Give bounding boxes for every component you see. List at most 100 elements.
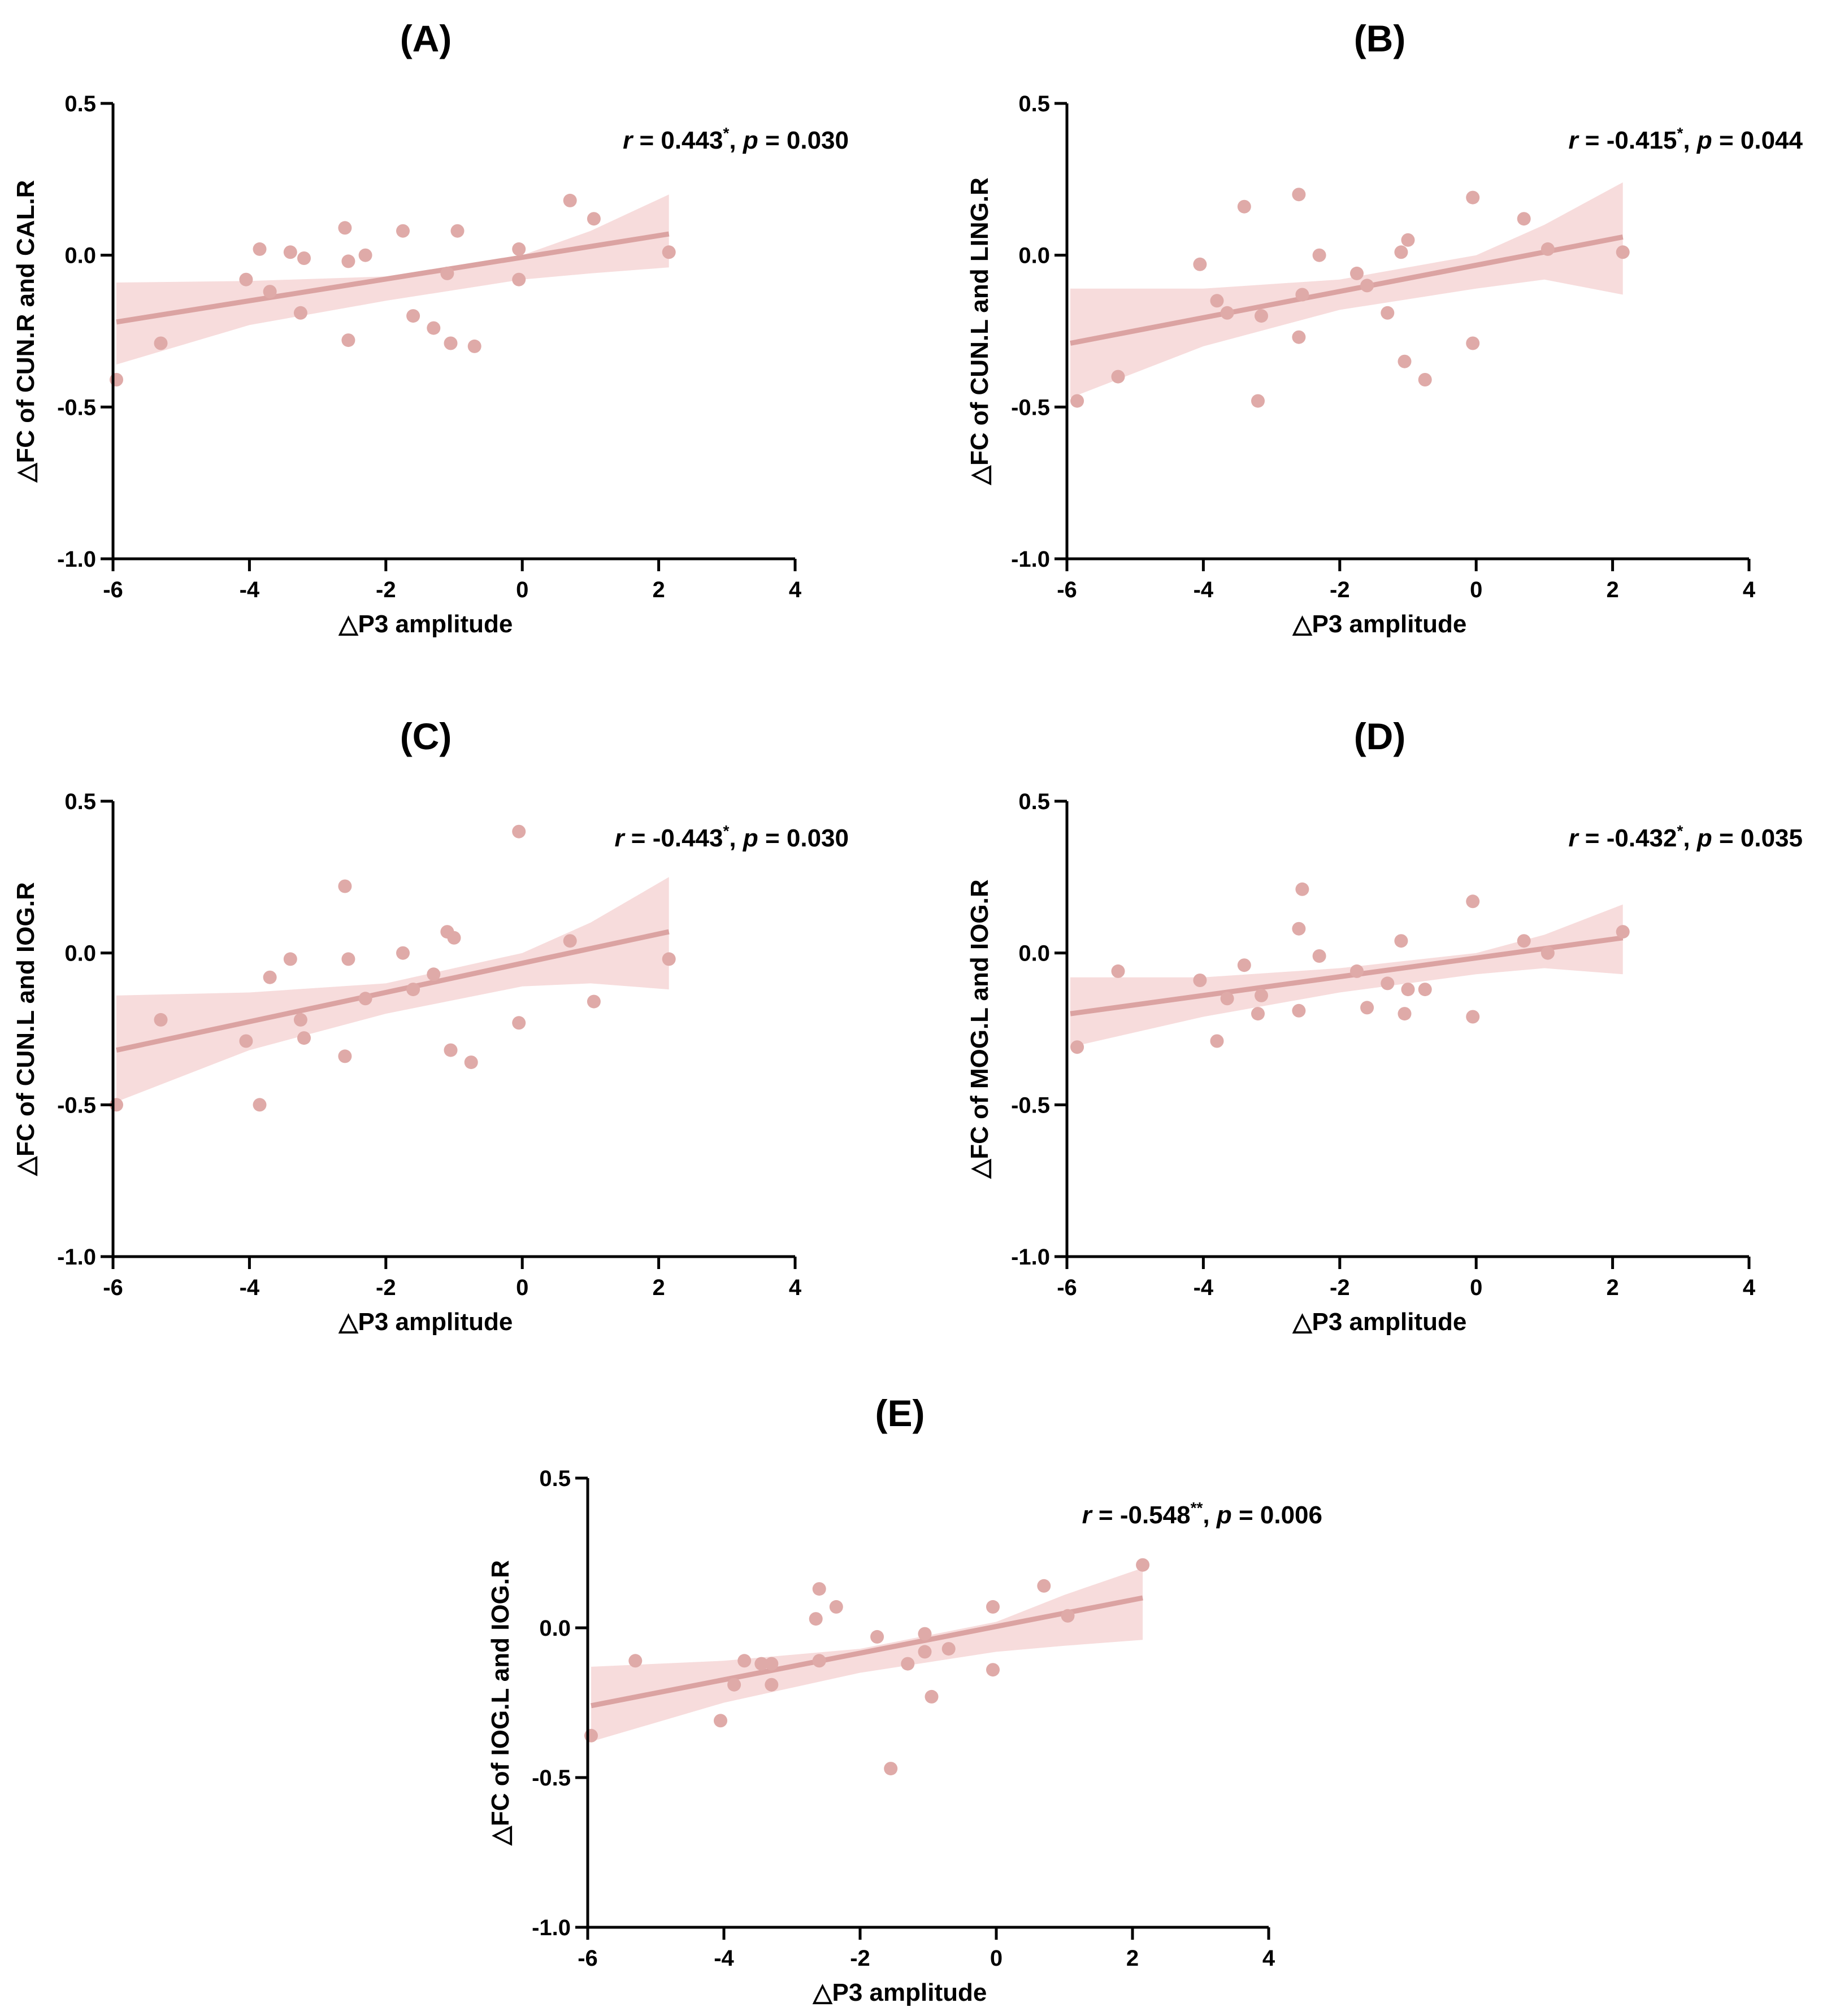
data-point-12 xyxy=(358,248,372,262)
data-point-6 xyxy=(754,1657,769,1671)
data-point-6 xyxy=(1237,958,1251,972)
panel-d: -6 -4 -2 0 2 4 0.5 0.0 -0.5 -1.0 (D) △P3 amplitude △… xyxy=(966,715,1803,1336)
data-point-22 xyxy=(563,193,577,207)
data-point-22 xyxy=(1517,934,1531,948)
x-tick-label: -2 xyxy=(376,1275,396,1300)
data-point-13 xyxy=(870,1630,884,1644)
data-point-17 xyxy=(444,336,458,350)
data-point-11 xyxy=(1295,288,1309,302)
data-point-23 xyxy=(587,994,601,1009)
regression-line xyxy=(1070,935,1624,1016)
y-tick-label: 0.5 xyxy=(64,92,96,116)
data-point-17 xyxy=(1398,1007,1412,1021)
data-point-18 xyxy=(925,1689,939,1704)
data-point-21 xyxy=(986,1663,1000,1677)
stat-significance: ** xyxy=(1191,1499,1203,1517)
data-point-23 xyxy=(1540,242,1555,256)
panel-c: -6 -4 -2 0 2 4 0.5 0.0 -0.5 -1.0 (C) △P3 amplitude △… xyxy=(12,715,849,1336)
data-point-4 xyxy=(1210,294,1224,308)
data-point-1 xyxy=(1070,394,1084,408)
data-point-5 xyxy=(1220,992,1234,1006)
data-point-9 xyxy=(1292,922,1306,936)
regression-line xyxy=(1070,234,1624,346)
x-tick-label: -6 xyxy=(103,577,123,602)
data-point-23 xyxy=(1061,1609,1075,1623)
x-tick-label: 0 xyxy=(1470,577,1482,602)
data-point-10 xyxy=(1292,1003,1306,1018)
data-point-18 xyxy=(1401,983,1415,997)
y-tick-label: -0.5 xyxy=(57,1093,96,1118)
data-point-19 xyxy=(467,339,481,353)
y-tick-label: -1.0 xyxy=(1011,1245,1050,1270)
y-tick-label: 0.0 xyxy=(539,1616,571,1641)
stat-r-label: r xyxy=(623,127,634,154)
panel-a: -6 -4 -2 0 2 4 0.5 0.0 -0.5 -1.0 (A) △P3 amplitude △… xyxy=(12,18,849,638)
data-point-5 xyxy=(263,285,277,299)
data-point-24 xyxy=(1616,245,1630,259)
panel-title: (D) xyxy=(1354,715,1406,757)
data-point-22 xyxy=(1037,1579,1051,1593)
stat-p-label: p xyxy=(1696,127,1712,154)
x-tick-label: 4 xyxy=(1262,1946,1275,1971)
stat-r-label: r xyxy=(614,824,626,852)
data-point-9 xyxy=(338,221,352,235)
correlation-stat: r = -0.415*, p = 0.044 xyxy=(1568,124,1803,154)
data-point-10 xyxy=(341,254,355,268)
panel-b: -6 -4 -2 0 2 4 0.5 0.0 -0.5 -1.0 (B) △P3 amplitude △… xyxy=(966,18,1803,638)
data-point-11 xyxy=(341,333,355,347)
data-point-15 xyxy=(1381,306,1395,320)
data-point-2 xyxy=(154,1013,168,1027)
stat-p-label: p xyxy=(743,127,758,154)
x-tick-label: -2 xyxy=(1330,577,1350,602)
data-point-19 xyxy=(941,1642,956,1656)
x-tick-label: 2 xyxy=(1606,1275,1618,1300)
data-point-12 xyxy=(829,1600,843,1614)
x-tick-label: -6 xyxy=(103,1275,123,1300)
data-point-8 xyxy=(765,1678,779,1692)
y-axis-label: △FC of CUN.L and IOG.R xyxy=(12,882,40,1176)
y-axis-label: △FC of MOG.L and IOG.R xyxy=(966,879,993,1179)
data-point-16 xyxy=(440,266,454,280)
data-point-20 xyxy=(512,824,526,838)
y-tick-label: 0.5 xyxy=(64,789,96,814)
x-tick-label: 4 xyxy=(789,1275,802,1300)
y-tick-label: -1.0 xyxy=(57,1245,96,1270)
stat-separator: , xyxy=(729,824,743,852)
stat-r-label: r xyxy=(1568,127,1579,154)
data-point-6 xyxy=(1237,199,1251,214)
y-tick-label: -1.0 xyxy=(532,1915,571,1940)
stat-p-label: p xyxy=(1216,1501,1232,1529)
stat-p-value: = 0.006 xyxy=(1232,1501,1322,1529)
x-tick-label: -2 xyxy=(850,1946,870,1971)
data-point-2 xyxy=(1111,964,1125,978)
stat-separator: , xyxy=(729,127,743,154)
data-point-20 xyxy=(1466,894,1480,909)
data-point-8 xyxy=(297,1031,311,1045)
correlation-stat: r = -0.548**, p = 0.006 xyxy=(1082,1499,1322,1529)
stat-significance: * xyxy=(723,822,729,840)
data-point-11 xyxy=(1295,882,1309,896)
x-tick-label: -2 xyxy=(376,577,396,602)
data-point-10 xyxy=(812,1654,826,1668)
data-point-22 xyxy=(563,934,577,948)
stat-p-value: = 0.030 xyxy=(758,127,849,154)
confidence-band xyxy=(591,1568,1143,1742)
x-tick-label: 0 xyxy=(516,1275,528,1300)
panel-e: -6 -4 -2 0 2 4 0.5 0.0 -0.5 -1.0 (E) △P3 amplitude △… xyxy=(487,1392,1322,2006)
data-point-19 xyxy=(1418,983,1432,997)
x-tick-label: -4 xyxy=(240,577,260,602)
stat-r-label: r xyxy=(1568,824,1579,852)
stat-p-label: p xyxy=(743,824,758,852)
data-point-15 xyxy=(901,1657,915,1671)
data-point-9 xyxy=(338,879,352,893)
data-point-10 xyxy=(1292,330,1306,344)
stat-p-value: = 0.035 xyxy=(1712,824,1803,852)
data-point-1 xyxy=(1070,1040,1084,1054)
data-point-8 xyxy=(1255,309,1268,323)
correlation-stat: r = -0.443*, p = 0.030 xyxy=(614,822,849,852)
regression-line xyxy=(116,929,670,1053)
y-tick-label: 0.0 xyxy=(64,244,96,268)
stat-r-value: = -0.415 xyxy=(1578,127,1677,154)
data-point-12 xyxy=(1312,949,1326,963)
data-point-3 xyxy=(239,1034,253,1048)
